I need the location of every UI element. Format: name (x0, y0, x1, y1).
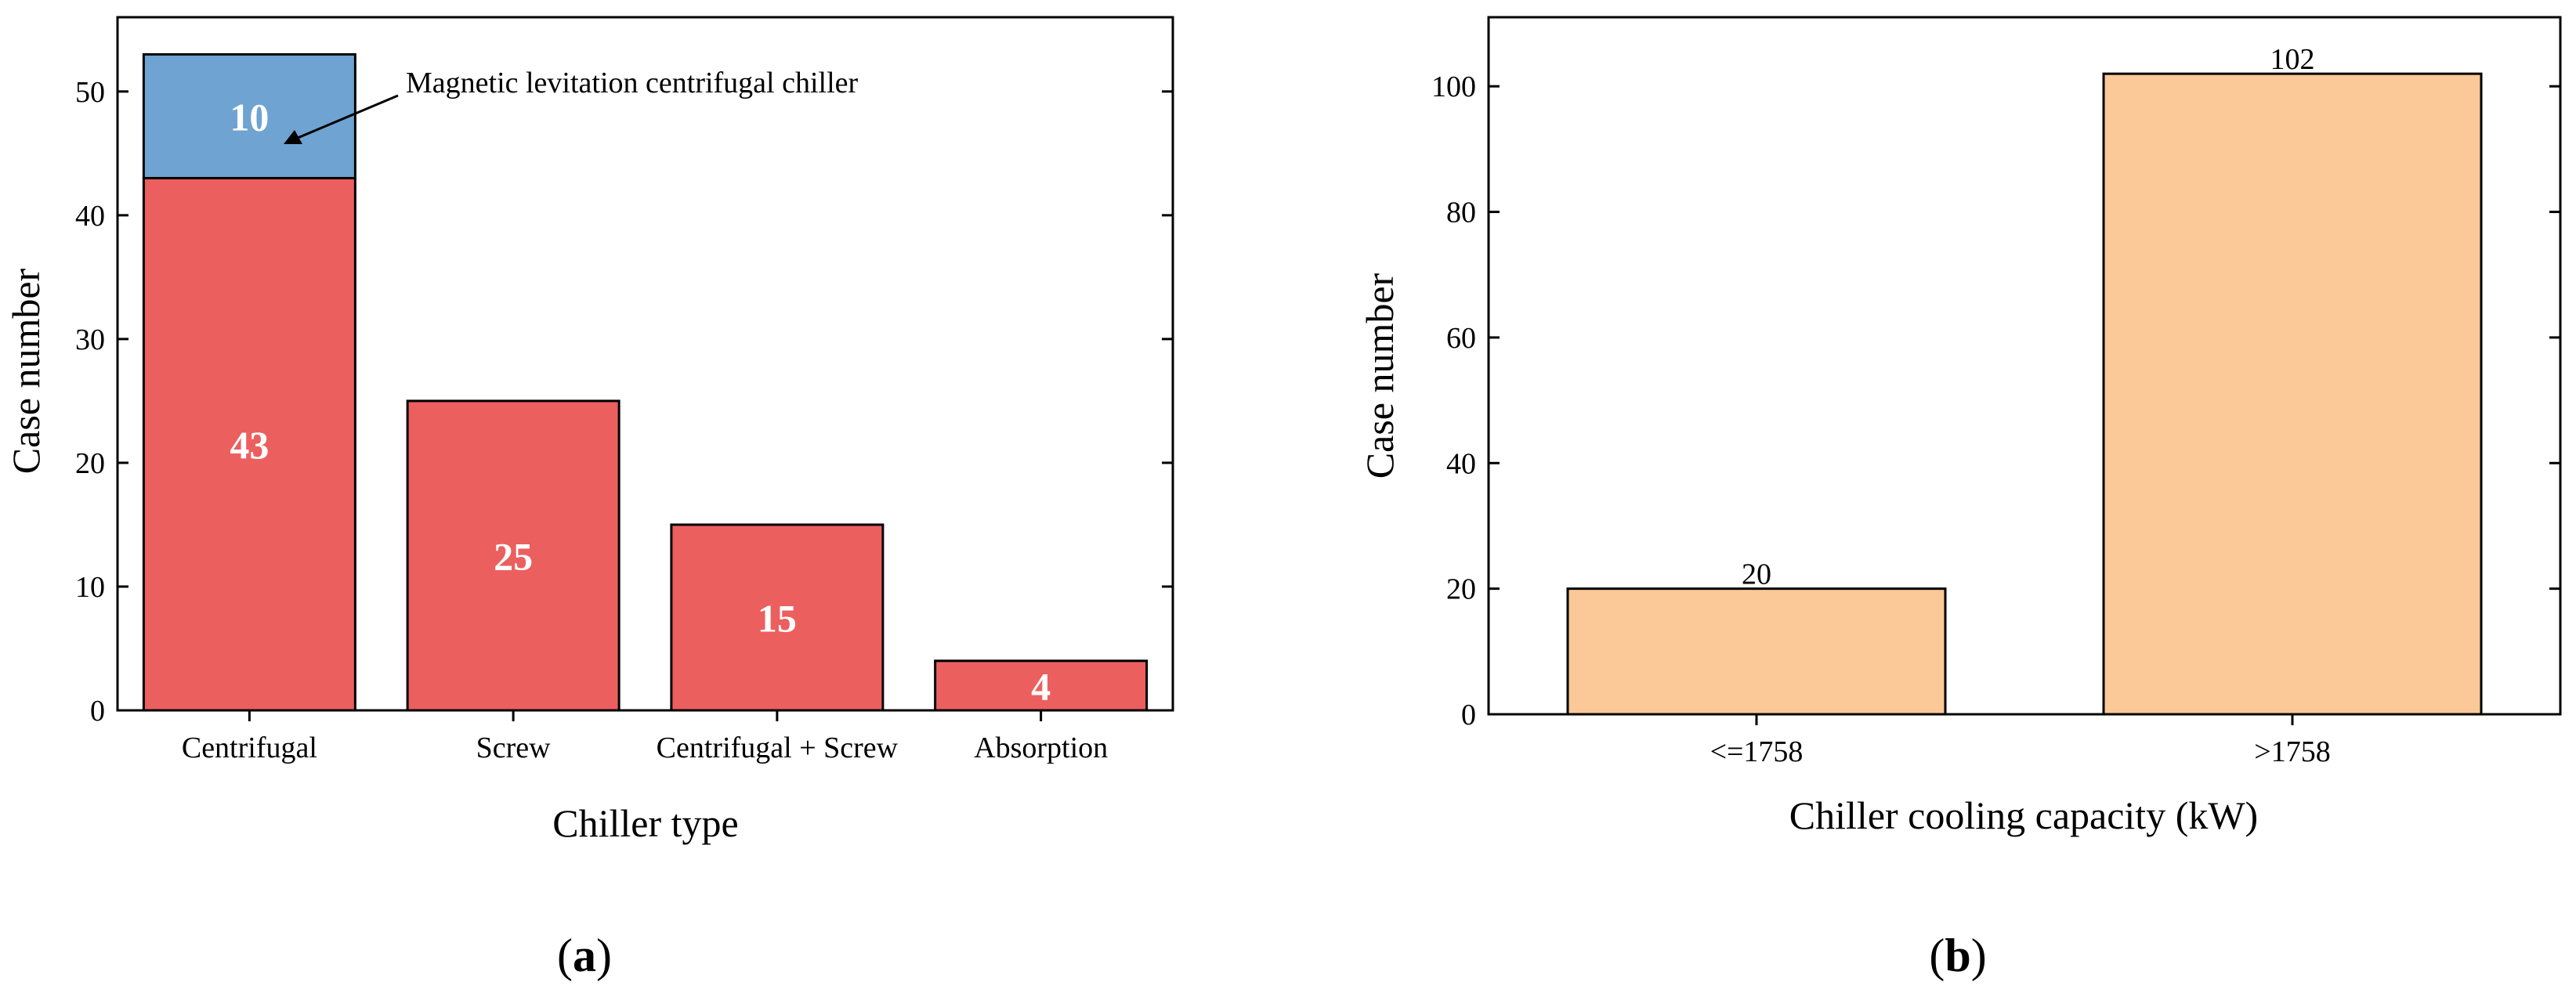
chart-a-annotation-arrowhead (284, 130, 302, 144)
chart-b-data-label-0: 20 (1742, 558, 1771, 591)
panel-label-a-close: ) (596, 930, 612, 981)
chart-a-annotation-arrow-line (297, 94, 399, 139)
chart-b-ylabel: Case number (1358, 273, 1402, 479)
chart-b-xtick-label-1: >1758 (2254, 735, 2330, 768)
panel-label-a-open: ( (557, 930, 573, 981)
chart-a: 43 10 25 15 4 0 10 20 30 40 50 Centrifugal Screw Cen… (4, 16, 1174, 845)
panel-label-a: (a) (557, 930, 612, 981)
chart-b-bar-0 (1566, 587, 1947, 716)
chart-a-bar-top-0 (142, 52, 356, 179)
panel-label-b: (b) (1929, 930, 1986, 981)
chart-a-frame (116, 16, 1174, 712)
chart-b-data-label-1: 102 (2270, 43, 2315, 76)
chart-a-xtick-label-1: Screw (476, 731, 552, 764)
chart-a-annotation: Magnetic levitation centrifugal chiller (406, 67, 859, 99)
chart-b-ytick-label-1: 20 (1446, 573, 1476, 606)
chart-b-ytick-label-3: 60 (1446, 322, 1476, 355)
panel-label-b-letter: b (1945, 930, 1970, 981)
chart-a-ytick-label-1: 10 (75, 571, 105, 604)
chart-b-ytick-label-0: 0 (1461, 699, 1476, 731)
chart-a-data-label-0: 43 (230, 423, 269, 467)
chart-a-bar-0 (142, 176, 356, 712)
chart-a-data-label-1: 25 (494, 534, 533, 578)
chart-a-data-label-3: 4 (1031, 664, 1051, 708)
panel-label-b-close: ) (1971, 930, 1987, 981)
chart-b-ytick-label-4: 80 (1446, 197, 1476, 229)
chart-a-data-label-2: 15 (758, 596, 797, 640)
chart-a-ytick-label-4: 40 (75, 200, 105, 233)
chart-a-ytick-label-2: 20 (75, 447, 105, 480)
panel-label-a-letter: a (573, 930, 596, 981)
chart-b-ytick-label-2: 40 (1446, 447, 1476, 480)
chart-a-bar-1 (406, 399, 620, 712)
chart-a-xlabel: Chiller type (552, 801, 738, 845)
chart-a-xtick-label-3: Absorption (974, 731, 1108, 764)
chart-a-ytick-label-0: 0 (90, 695, 105, 728)
chart-b: 20 102 0 20 40 60 80 100 <=1758 >1758 Chiller co… (1358, 16, 2562, 837)
chart-b-ytick-label-5: 100 (1431, 70, 1476, 103)
chart-a-ytick-label-3: 30 (75, 323, 105, 356)
chart-a-ytick-label-5: 50 (75, 76, 105, 109)
chart-b-xtick-label-0: <=1758 (1710, 735, 1804, 768)
chart-a-bar-2 (670, 523, 885, 712)
chart-a-xtick-label-0: Centrifugal (182, 731, 317, 764)
chart-b-frame (1487, 16, 2562, 716)
chart-a-data-label-top-0: 10 (230, 95, 269, 139)
panel-label-b-open: ( (1929, 930, 1945, 981)
chart-b-xlabel: Chiller cooling capacity (kW) (1789, 793, 2258, 837)
chart-b-bar-1 (2102, 72, 2483, 716)
chart-a-ylabel: Case number (4, 268, 48, 474)
chart-a-xtick-label-2: Centrifugal + Screw (657, 731, 899, 764)
